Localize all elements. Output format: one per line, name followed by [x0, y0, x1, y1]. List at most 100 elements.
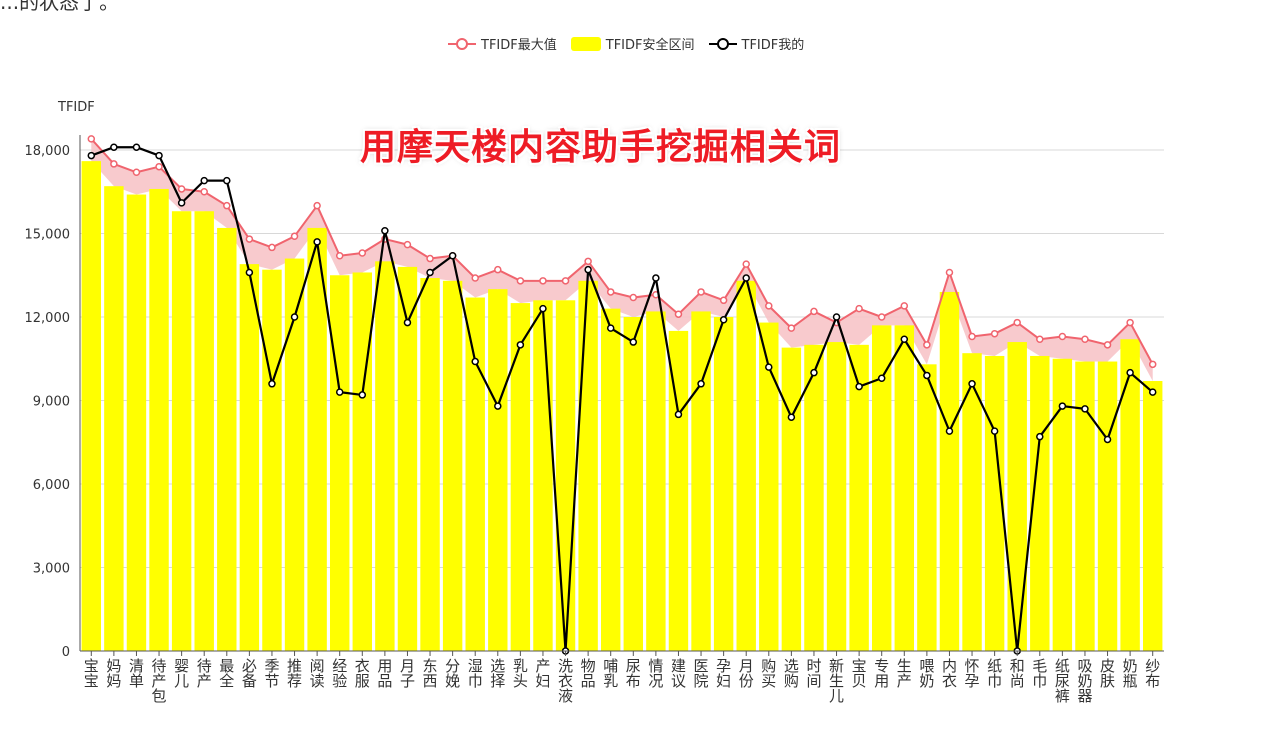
bar-safe — [600, 308, 621, 651]
series-max-point — [516, 277, 525, 285]
series-mine-point — [223, 176, 231, 185]
series-mine-point — [403, 318, 412, 327]
x-tick-label: 内衣 — [942, 657, 957, 690]
x-tick-label: 新生儿 — [829, 657, 844, 705]
series-max-point — [742, 260, 750, 268]
series-max-point — [945, 268, 954, 277]
series-max-point — [539, 277, 547, 285]
bar-safe — [555, 300, 576, 651]
x-tick-label: 妈妈 — [106, 657, 121, 690]
bar-safe — [1097, 361, 1118, 651]
bar-safe — [329, 275, 350, 651]
bar-safe — [262, 269, 282, 651]
series-max-point — [968, 332, 976, 341]
bar-safe — [239, 264, 260, 651]
bar-safe — [623, 317, 644, 651]
legend-label-mine: TFIDF我的 — [741, 38, 805, 53]
series-max-line — [90, 138, 1154, 365]
legend-rect-safe-icon — [570, 36, 601, 51]
bar-safe — [375, 261, 395, 651]
series-mine-point — [1126, 368, 1134, 377]
bar-safe — [1075, 361, 1095, 651]
x-tick-label: 时间 — [806, 657, 821, 690]
x-tick-label: 纸巾 — [987, 657, 1002, 690]
bar-safe — [307, 227, 327, 651]
x-tick-label: 衣服 — [355, 657, 370, 690]
series-mine-point — [1036, 432, 1044, 441]
x-tick-label: 用品 — [377, 657, 392, 690]
series-mine-point — [697, 380, 705, 388]
legend-item-safe[interactable]: TFIDF安全区间 — [570, 34, 695, 53]
series-max-point — [629, 293, 638, 302]
series-max-point — [900, 302, 909, 310]
series-mine-point — [87, 151, 96, 160]
legend-item-max[interactable]: TFIDF最大值 — [448, 34, 557, 53]
x-tick-label: 建议 — [671, 657, 686, 690]
x-tick-label: 待产 — [197, 657, 212, 690]
series-mine-point — [110, 143, 118, 151]
x-tick-label: 奶瓶 — [1123, 657, 1138, 690]
bar-safe — [533, 300, 553, 651]
series-mine-line — [90, 146, 1154, 653]
series-mine-point — [494, 402, 502, 410]
y-tick-label: 18,000 — [25, 144, 71, 159]
series-max-point — [1081, 335, 1089, 344]
legend-label-safe: TFIDF安全区间 — [605, 38, 695, 53]
safe-max-band — [91, 138, 1153, 382]
series-max-point — [561, 277, 570, 285]
bar-safe — [284, 258, 305, 651]
legend-label-max: TFIDF最大值 — [481, 38, 557, 53]
series-max-point — [584, 257, 592, 266]
x-tick-label: 月子 — [400, 657, 415, 690]
series-max-point — [810, 307, 818, 316]
header-partial-text: ...的状态了。 — [0, 0, 120, 14]
series-max-point — [245, 235, 254, 243]
bar-safe — [804, 344, 824, 651]
series-mine-point — [290, 313, 299, 321]
bar-safe — [917, 364, 937, 651]
y-tick-label: 12,000 — [25, 311, 71, 326]
legend-line-mine-icon — [708, 37, 737, 51]
series-mine-point — [945, 427, 954, 435]
bar-safe — [1052, 358, 1073, 651]
legend-item-mine[interactable]: TFIDF我的 — [708, 34, 805, 53]
series-max-point — [426, 254, 434, 263]
bar-safe — [442, 280, 463, 651]
x-tick-label: 洗衣液 — [558, 657, 573, 705]
bar-safe — [894, 325, 915, 651]
series-max-point — [990, 329, 999, 338]
series-mine-point — [177, 199, 186, 207]
bar-safe — [1142, 381, 1163, 651]
series-max-point — [877, 313, 886, 321]
x-tick-label: 选购 — [784, 657, 799, 690]
bar-safe — [352, 272, 373, 651]
series-max-point — [606, 288, 615, 296]
x-tick-label: 纸尿裤 — [1055, 657, 1070, 705]
y-tick-label: 3,000 — [33, 562, 70, 577]
series-mine-point — [742, 274, 750, 282]
bar-safe — [149, 188, 169, 651]
x-tick-label: 经验 — [332, 657, 347, 690]
x-tick-label: 和尚 — [1010, 657, 1025, 690]
bar-safe — [759, 322, 779, 651]
bar-safe — [984, 355, 1005, 651]
series-max-point — [1036, 335, 1044, 344]
chart-legend: TFIDF最大值 TFIDF安全区间 TFIDF我的 — [448, 34, 804, 53]
bar-safe — [420, 278, 440, 651]
series-mine-point — [245, 268, 254, 277]
series-max-point — [177, 185, 186, 193]
x-tick-label: 生产 — [897, 657, 912, 690]
bar-safe — [781, 347, 802, 651]
bar-safe — [465, 297, 485, 651]
bar-safe — [217, 227, 237, 651]
series-max-point — [923, 341, 931, 349]
x-tick-label: 阅读 — [310, 657, 325, 690]
series-mine-point — [1103, 435, 1112, 444]
x-tick-label: 情况 — [648, 657, 663, 690]
bar-safe — [668, 330, 689, 651]
series-mine-point — [200, 176, 208, 185]
series-max-point — [358, 249, 367, 257]
y-tick-label: 9,000 — [33, 395, 70, 410]
bar-safe — [126, 194, 147, 652]
series-mine-point — [832, 313, 841, 321]
